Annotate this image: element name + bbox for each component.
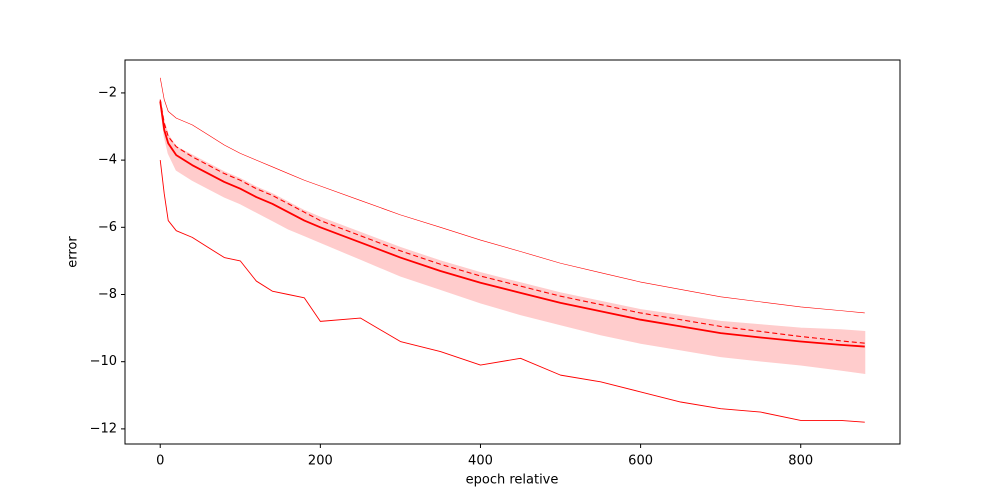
- y-tick-label: −10: [90, 354, 117, 369]
- x-tick-label: 200: [308, 454, 333, 469]
- y-tick-label: −4: [98, 153, 117, 168]
- y-tick-label: −6: [98, 220, 117, 235]
- line: [159, 101, 865, 348]
- y-axis-label: error: [66, 236, 81, 268]
- x-axis-label: epoch relative: [466, 473, 559, 488]
- line: [159, 99, 865, 344]
- x-tick-label: 400: [468, 454, 493, 469]
- x-tick-label: 0: [156, 454, 164, 469]
- band: [159, 99, 866, 375]
- line: [159, 77, 865, 314]
- x-tick-label: 600: [628, 454, 653, 469]
- line: [159, 160, 865, 423]
- y-tick-label: −8: [98, 287, 117, 302]
- y-tick-label: −2: [98, 85, 117, 100]
- y-tick-label: −12: [90, 421, 117, 436]
- x-tick-label: 800: [788, 454, 813, 469]
- plot-frame: [124, 59, 901, 445]
